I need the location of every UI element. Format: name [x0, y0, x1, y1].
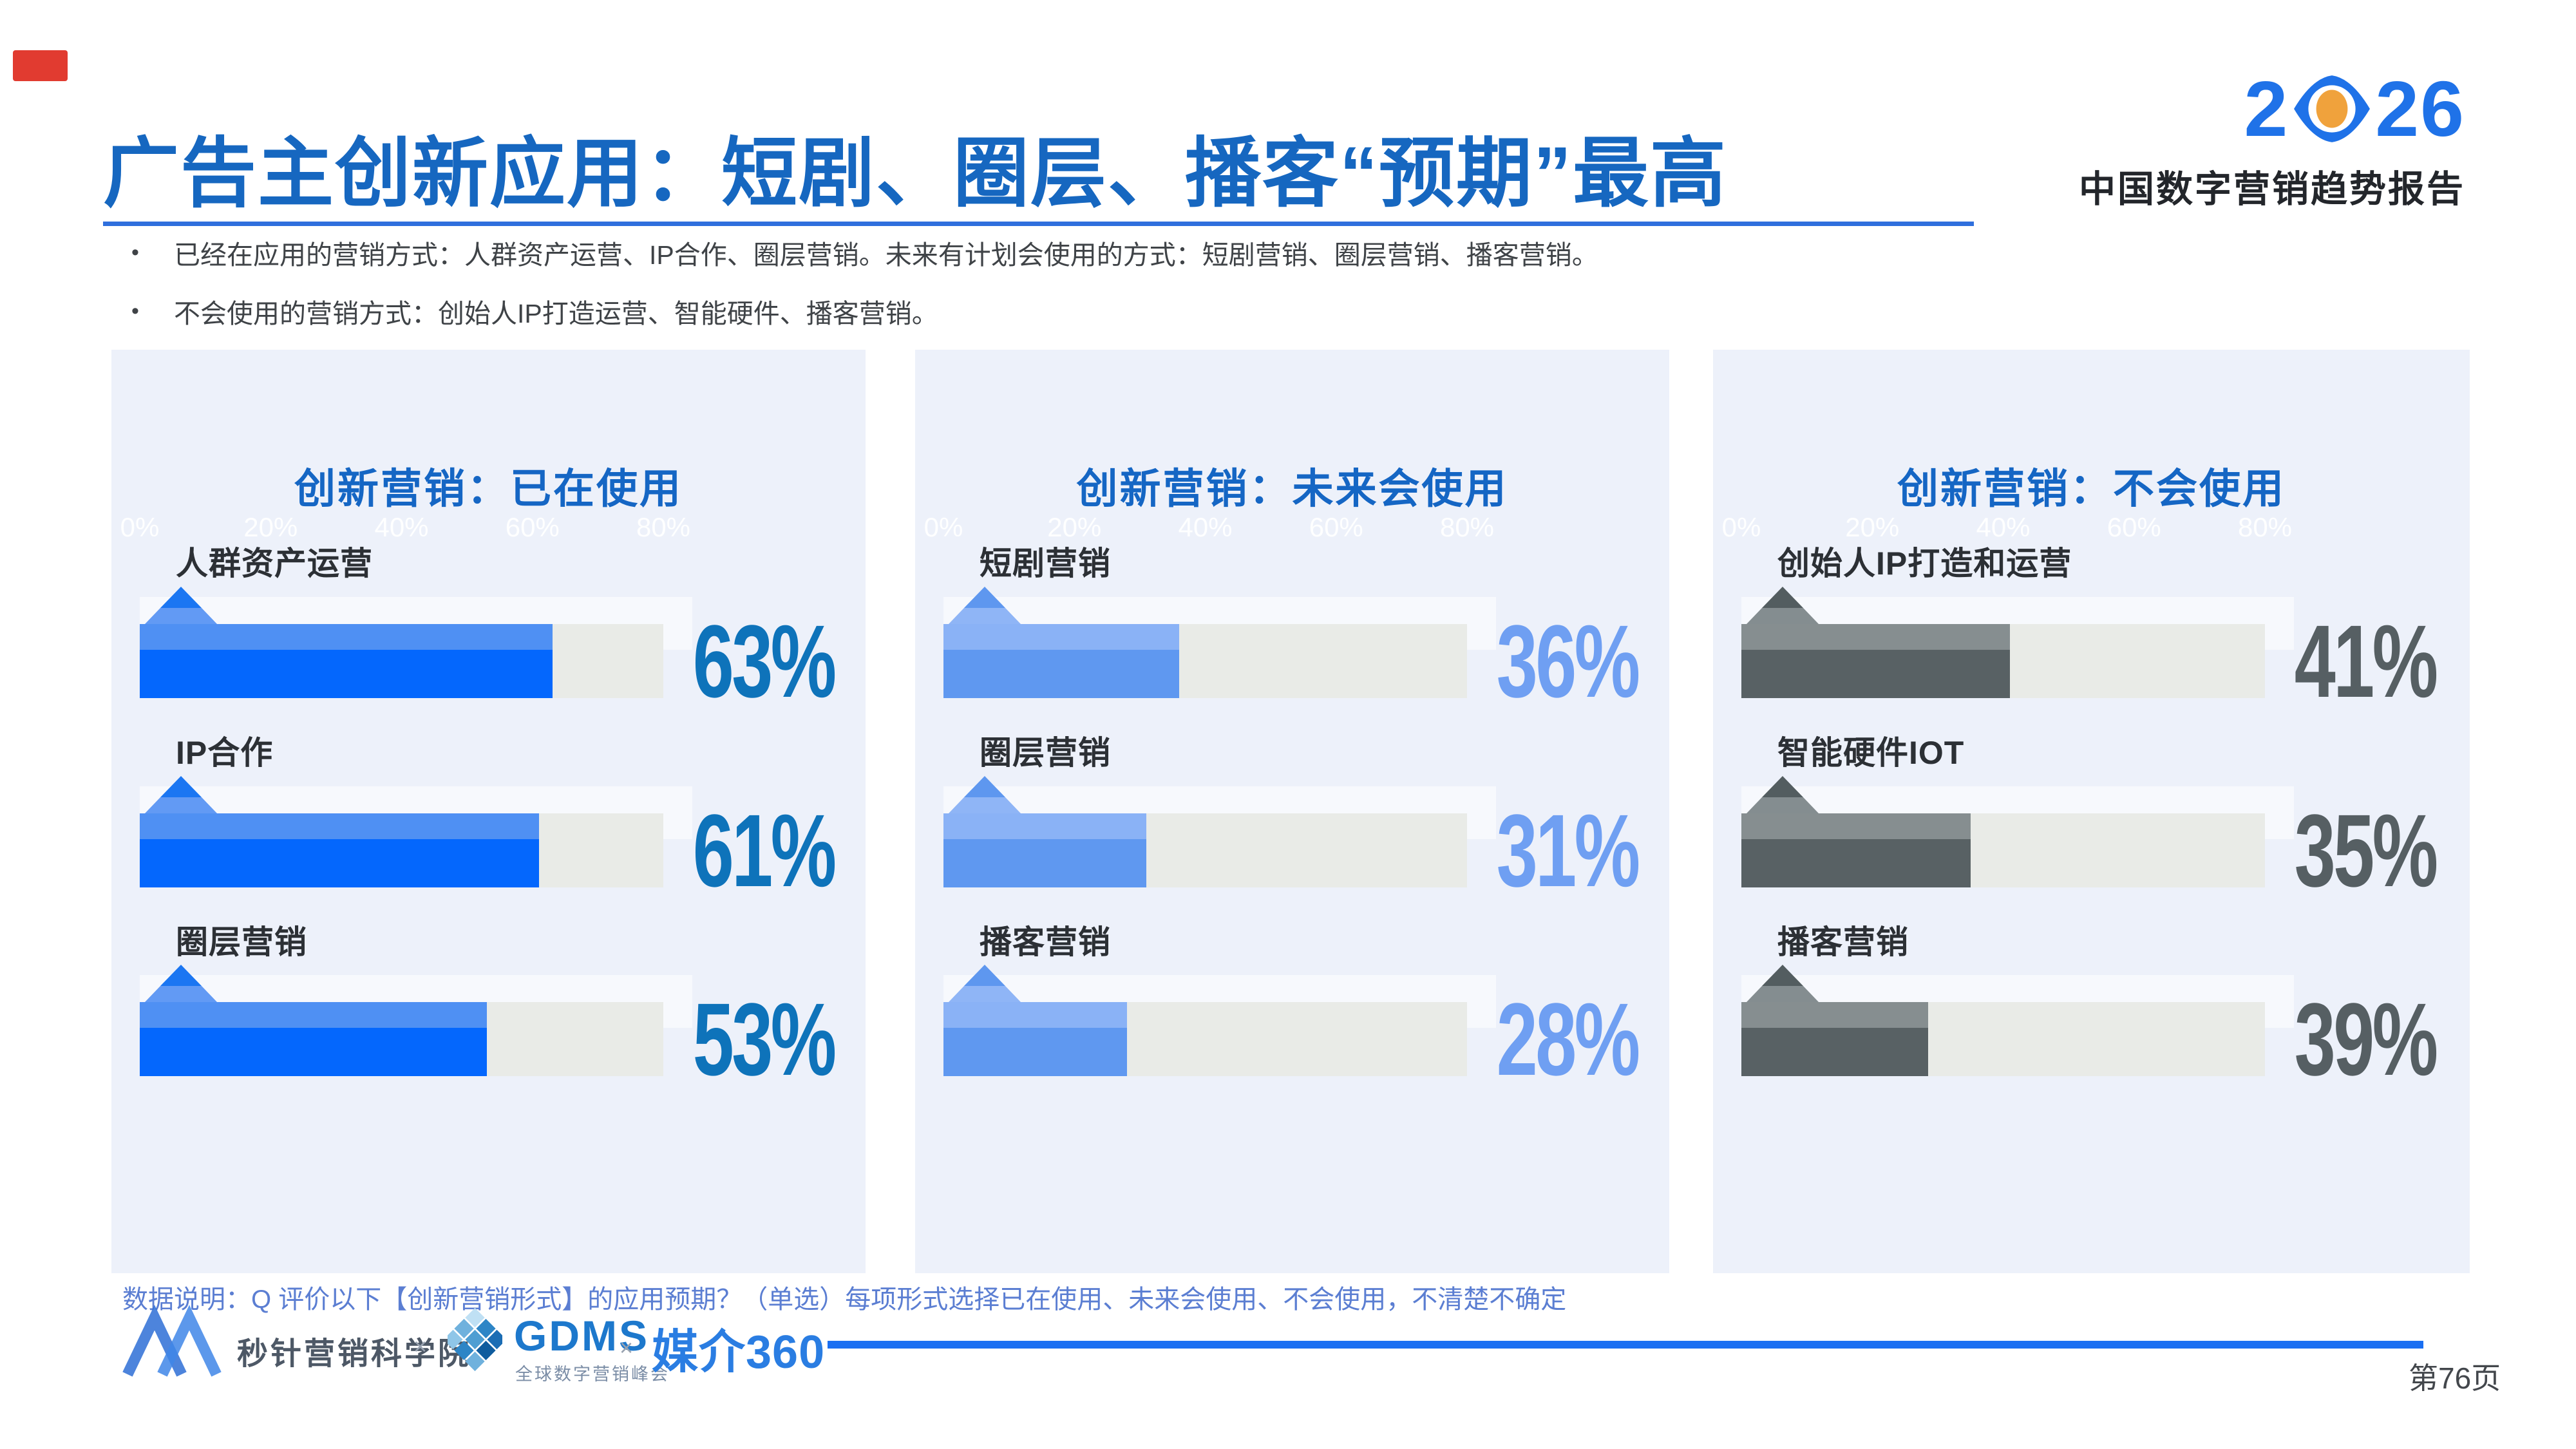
axis-tick: 60%: [1309, 512, 1363, 542]
panel-wont-use: 创新营销：不会使用 0% 20% 40% 60% 80% 创始人IP打造和运营 …: [1713, 350, 2470, 1273]
axis-tick: 0%: [1721, 512, 1761, 542]
bar-fill: [140, 624, 553, 698]
footer-line: [828, 1341, 2423, 1349]
bar-value: 41%: [2294, 603, 2438, 719]
bar-row: [943, 776, 1496, 887]
axis-ticks: 0% 20% 40% 60% 80%: [1722, 512, 2292, 542]
panel-will-use: 创新营销：未来会使用 0% 20% 40% 60% 80% 短剧营销 36% 圈…: [915, 350, 1669, 1273]
bar-fill: [140, 813, 540, 887]
title-underline: [103, 222, 1974, 226]
peak-icon: [145, 776, 217, 813]
peak-icon: [949, 776, 1021, 813]
bar-value: 63%: [692, 603, 837, 719]
bar-fill: [1741, 624, 2011, 698]
axis-ticks: 0% 20% 40% 60% 80%: [120, 512, 690, 542]
bar-value: 31%: [1496, 793, 1640, 908]
peak-icon: [145, 587, 217, 624]
bar-row: [140, 776, 692, 887]
bar-row: [943, 965, 1496, 1076]
brand-year-2026: 2 26: [2014, 70, 2465, 148]
bullet-dot: •: [131, 240, 139, 265]
org-gdms-sublabel: 全球数字营销峰会: [515, 1365, 670, 1384]
bullet-item: • 已经在应用的营销方式：人群资产运营、IP合作、圈层营销。未来有计划会使用的方…: [122, 240, 1926, 271]
bar-value: 61%: [692, 793, 837, 908]
page-number: 第76页: [2409, 1361, 2501, 1395]
brand-year-right: 26: [2375, 65, 2465, 153]
peak-icon: [1747, 587, 1819, 624]
bar-fill: [943, 813, 1147, 887]
panel-already-using: 创新营销：已在使用 0% 20% 40% 60% 80% 人群资产运营 63% …: [111, 350, 866, 1273]
axis-tick: 20%: [1845, 512, 1900, 542]
bullet-dot: •: [131, 299, 139, 324]
peak-icon: [1747, 776, 1819, 813]
org-miaozhen-label: 秒针营销科学院: [237, 1337, 472, 1371]
axis-tick: 20%: [1047, 512, 1102, 542]
bar-label: 播客营销: [980, 924, 1111, 960]
bar-row: [1741, 965, 2294, 1076]
org-mj360-label: 媒介360: [652, 1327, 826, 1378]
miaozhen-logo-icon: [122, 1305, 222, 1377]
bar-fill: [140, 1002, 488, 1076]
axis-tick: 0%: [923, 512, 963, 542]
axis-tick: 20%: [243, 512, 298, 542]
bar-fill: [943, 624, 1179, 698]
axis-tick: 60%: [505, 512, 560, 542]
bar-value: 53%: [692, 981, 837, 1097]
panel-title: 创新营销：已在使用: [294, 466, 683, 513]
axis-tick: 40%: [374, 512, 429, 542]
axis-tick: 80%: [1439, 512, 1495, 542]
bar-label: 创始人IP打造和运营: [1777, 545, 2072, 582]
panel-title: 创新营销：不会使用: [1897, 466, 2286, 513]
bar-value: 39%: [2294, 981, 2438, 1097]
bar-label: IP合作: [176, 735, 274, 771]
bar-label: 短剧营销: [980, 545, 1111, 582]
bar-row: [1741, 587, 2294, 698]
bar-label: 圈层营销: [176, 924, 307, 960]
bar-fill: [1741, 1002, 1929, 1076]
bar-row: [140, 965, 692, 1076]
axis-ticks: 0% 20% 40% 60% 80%: [924, 512, 1494, 542]
peak-icon: [1747, 965, 1819, 1002]
bullet-text: 已经在应用的营销方式：人群资产运营、IP合作、圈层营销。未来有计划会使用的方式：…: [174, 240, 1598, 270]
brand-block: 2 26 中国数字营销趋势报告: [2014, 70, 2465, 213]
bar-label: 播客营销: [1777, 924, 1909, 960]
peak-icon: [949, 587, 1021, 624]
axis-tick: 40%: [1976, 512, 2031, 542]
bar-fill: [943, 1002, 1127, 1076]
peak-icon: [145, 965, 217, 1002]
org-gdms-label: GDMS: [514, 1312, 649, 1359]
bar-row: [140, 587, 692, 698]
bar-value: 36%: [1496, 603, 1640, 719]
bar-value: 35%: [2294, 793, 2438, 908]
axis-tick: 40%: [1178, 512, 1233, 542]
axis-tick: 0%: [120, 512, 160, 542]
bar-label: 圈层营销: [980, 735, 1111, 771]
bar-row: [943, 587, 1496, 698]
data-note: 数据说明：Q 评价以下【创新营销形式】的应用预期？（单选）每项形式选择已在使用、…: [122, 1285, 1567, 1314]
bar-fill: [1741, 813, 1971, 887]
eye-logo-icon: [2294, 75, 2371, 142]
bullet-text: 不会使用的营销方式：创始人IP打造运营、智能硬件、播客营销。: [174, 299, 938, 329]
axis-tick: 80%: [636, 512, 691, 542]
peak-icon: [949, 965, 1021, 1002]
red-corner-mark: [13, 50, 68, 81]
footer-separator: ×: [620, 1334, 634, 1361]
page-title: 广告主创新应用：短剧、圈层、播客“预期”最高: [103, 131, 1728, 217]
axis-tick: 60%: [2107, 512, 2161, 542]
bar-value: 28%: [1496, 981, 1640, 1097]
bar-label: 智能硬件IOT: [1777, 735, 1965, 771]
panel-title: 创新营销：未来会使用: [1076, 466, 1508, 513]
bullet-item: • 不会使用的营销方式：创始人IP打造运营、智能硬件、播客营销。: [122, 298, 1926, 330]
axis-tick: 80%: [2237, 512, 2293, 542]
footer-separator: ×: [413, 1333, 428, 1359]
bar-label: 人群资产运营: [176, 545, 373, 582]
summary-bullets: • 已经在应用的营销方式：人群资产运营、IP合作、圈层营销。未来有计划会使用的方…: [122, 240, 1926, 357]
brand-subtitle: 中国数字营销趋势报告: [2079, 169, 2465, 210]
gdms-logo-icon: [448, 1307, 502, 1372]
bar-row: [1741, 776, 2294, 887]
brand-year-left: 2: [2244, 65, 2289, 153]
